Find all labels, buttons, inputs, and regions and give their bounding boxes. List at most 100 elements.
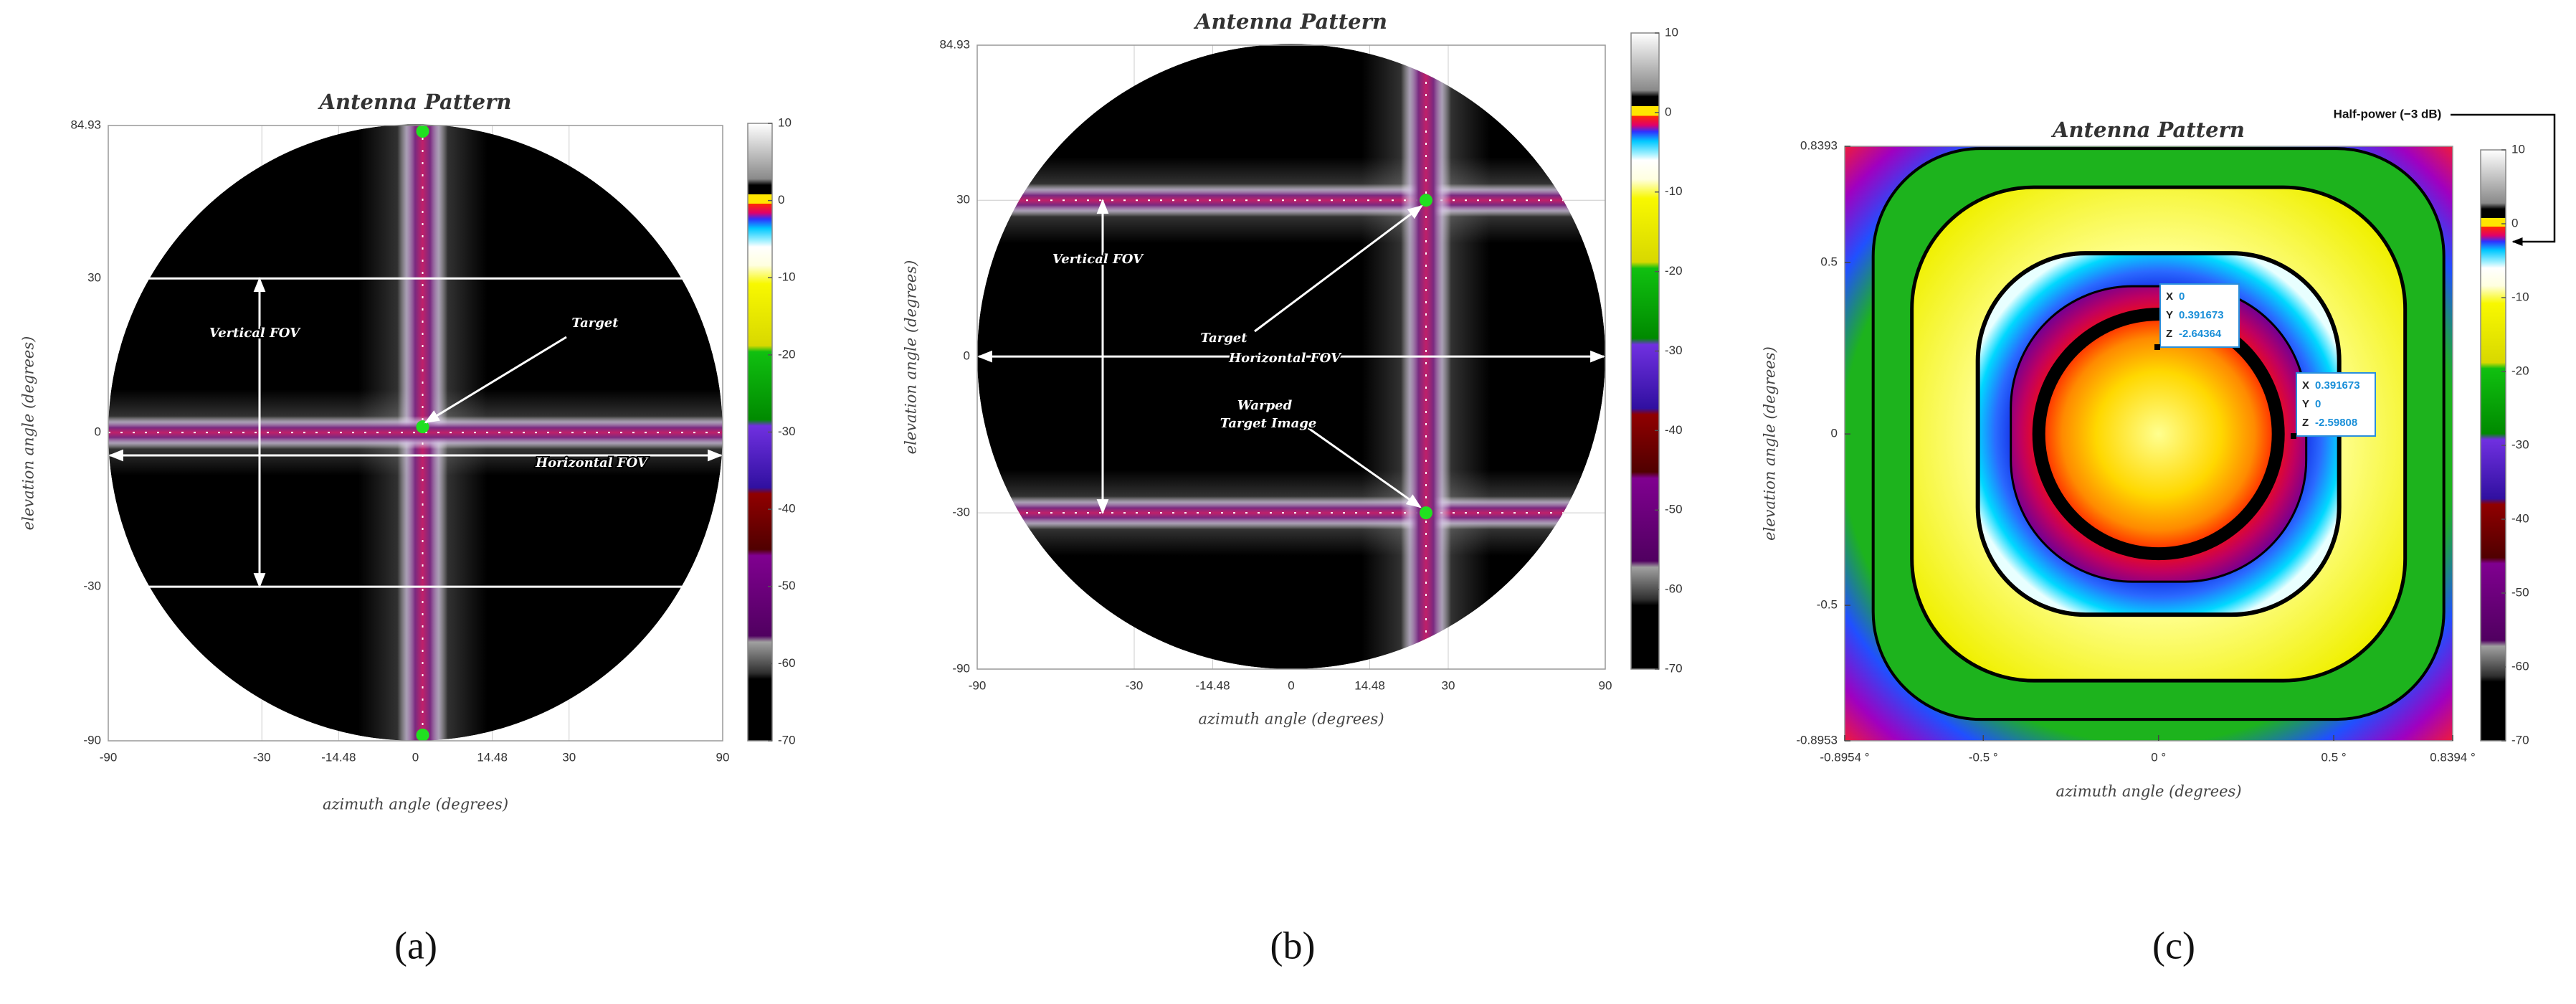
x-tick-label: -30 xyxy=(1126,678,1144,692)
x-tick-label: 0.5 ° xyxy=(2321,750,2347,764)
colorbar-tick-label: -40 xyxy=(2511,511,2529,525)
x-axis-label: azimuth angle (degrees) xyxy=(2055,783,2241,800)
colorbar-tick-label: -60 xyxy=(2511,659,2529,673)
annotation: Target Image xyxy=(1220,416,1317,431)
x-axis-label: azimuth angle (degrees) xyxy=(323,796,508,813)
colorbar-tick-label: -50 xyxy=(778,579,796,592)
heatmap xyxy=(1845,146,2453,741)
datatip-value: 0 xyxy=(2179,290,2185,303)
annotation: Horizontal FOV xyxy=(535,455,649,470)
colorbar-tick-label: -30 xyxy=(778,425,796,438)
x-axis-label: azimuth angle (degrees) xyxy=(1198,711,1384,728)
colorbar-tick-label: -20 xyxy=(1665,264,1683,278)
datatip-value: -2.64364 xyxy=(2179,328,2222,340)
target-spot xyxy=(1420,506,1432,520)
datatip-value: 0 xyxy=(2315,398,2321,410)
x-tick-label: 14.48 xyxy=(1354,678,1385,692)
target-spot xyxy=(1420,194,1432,207)
colorbar-tick-label: -60 xyxy=(778,656,796,670)
y-tick-label: 0 xyxy=(1831,427,1838,440)
colorbar-tick-label: -70 xyxy=(1665,661,1683,675)
beam-band xyxy=(108,416,723,450)
annotation: Horizontal FOV xyxy=(1228,351,1342,366)
x-tick-label: -14.48 xyxy=(321,750,356,764)
caption: (b) xyxy=(1270,924,1316,967)
x-tick-label: -30 xyxy=(253,750,271,764)
colorbar-tick-label: -30 xyxy=(2511,437,2529,451)
colorbar-tick-label: -20 xyxy=(2511,364,2529,377)
target-arrow xyxy=(1254,204,1423,333)
x-tick-label: -0.8954 ° xyxy=(1820,750,1869,764)
colorbar-tick-label: -70 xyxy=(778,733,796,747)
colorbar-tick-label: 0 xyxy=(1665,105,1671,118)
x-tick-label: 30 xyxy=(562,750,576,764)
colorbar xyxy=(1630,32,1660,670)
target-spot xyxy=(416,729,429,741)
caption: (a) xyxy=(394,924,437,967)
y-axis-label: elevation angle (degrees) xyxy=(20,336,37,531)
annotation: Vertical FOV xyxy=(1052,252,1144,267)
y-tick-label: 30 xyxy=(87,271,101,285)
colorbar-tick-label: -70 xyxy=(2511,733,2529,747)
y-tick-label: 0 xyxy=(964,349,970,363)
target-arrow xyxy=(424,336,567,424)
colorbar-tick-label: -20 xyxy=(778,347,796,361)
colorbar-tick-label: 0 xyxy=(778,193,784,207)
x-tick-label: 90 xyxy=(716,750,730,764)
target-spot xyxy=(416,420,429,434)
y-tick-label: 0.5 xyxy=(1820,255,1838,269)
caption: (c) xyxy=(2152,924,2195,967)
chart-title: Antenna Pattern xyxy=(318,90,512,114)
plot-frame xyxy=(976,44,1606,670)
beam-band xyxy=(977,184,1605,217)
y-axis-label: elevation angle (degrees) xyxy=(903,260,920,455)
x-tick-label: 30 xyxy=(1442,678,1455,692)
plot-frame xyxy=(108,125,723,742)
y-tick-label: 0 xyxy=(95,425,101,439)
x-tick-label: 14.48 xyxy=(477,750,508,764)
y-tick-label: -90 xyxy=(952,661,970,675)
panel xyxy=(108,124,723,742)
annotation: Vertical FOV xyxy=(209,326,301,341)
half-power-label: Half-power (−3 dB) xyxy=(2334,107,2442,120)
y-tick-label: -0.8953 xyxy=(1796,733,1838,747)
y-tick-label: 0.8393 xyxy=(1800,138,1838,152)
annotation: Target xyxy=(1200,331,1247,346)
colorbar-tick-label: -40 xyxy=(778,502,796,516)
annotation: Warped xyxy=(1237,398,1293,413)
y-tick-label: -30 xyxy=(83,579,101,593)
contour-core xyxy=(2045,321,2272,548)
colorbar-tick-label: -10 xyxy=(1665,184,1683,198)
x-tick-label: -0.5 ° xyxy=(1969,750,1998,764)
datatip-label: Z xyxy=(2302,417,2309,429)
y-tick-label: 30 xyxy=(956,193,970,207)
chart-title: Antenna Pattern xyxy=(1193,9,1387,34)
y-axis-label: elevation angle (degrees) xyxy=(1762,346,1779,541)
datatip-label: Y xyxy=(2166,309,2173,321)
datatip-label: Y xyxy=(2302,398,2309,410)
chart-title: Antenna Pattern xyxy=(2050,118,2245,142)
datatip-value: -2.59808 xyxy=(2315,417,2357,429)
x-tick-label: -90 xyxy=(969,678,987,692)
target-spot xyxy=(416,125,429,138)
datatip-label: X xyxy=(2302,379,2309,392)
datatip-value: 0.391673 xyxy=(2179,309,2224,321)
colorbar-tick-label: -40 xyxy=(1665,423,1683,437)
target-arrow xyxy=(1301,422,1422,508)
datatip-box xyxy=(2296,372,2376,437)
colorbar-tick-label: -10 xyxy=(778,270,796,284)
half-power-arrow xyxy=(2451,113,2556,246)
colorbar-tick-label: 0 xyxy=(2511,216,2518,229)
x-tick-label: 90 xyxy=(1599,678,1612,692)
colorbar-tick-label: -50 xyxy=(1665,503,1683,516)
x-tick-label: 0 xyxy=(1288,678,1294,692)
y-tick-label: 84.93 xyxy=(939,37,970,51)
x-tick-label: 0.8394 ° xyxy=(2430,750,2476,764)
datatip-value: 0.391673 xyxy=(2315,379,2360,392)
colorbar-tick-label: -30 xyxy=(1665,344,1683,357)
annotation: Target xyxy=(571,316,619,331)
x-tick-label: -14.48 xyxy=(1195,678,1230,692)
y-tick-label: 84.93 xyxy=(70,118,101,131)
x-tick-label: 0 ° xyxy=(2151,750,2166,764)
